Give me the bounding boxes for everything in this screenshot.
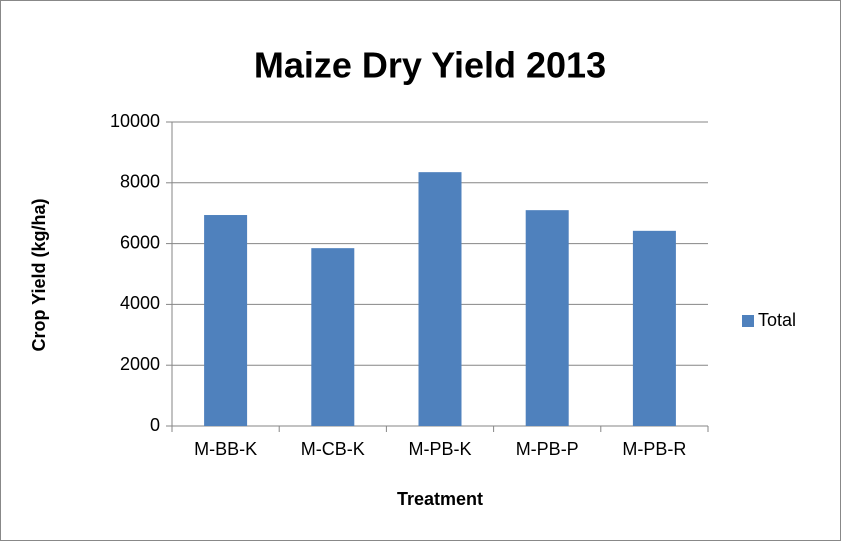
- chart-title: Maize Dry Yield 2013: [254, 45, 606, 86]
- legend-swatch: [742, 315, 754, 327]
- legend-label: Total: [758, 310, 796, 330]
- x-axis-label: Treatment: [397, 489, 483, 509]
- bar: [204, 215, 248, 426]
- bar: [311, 248, 355, 426]
- bar: [418, 172, 462, 426]
- y-axis-label: Crop Yield (kg/ha): [29, 198, 49, 351]
- x-tick-label: M-BB-K: [194, 439, 257, 459]
- y-tick-label: 2000: [120, 354, 160, 374]
- y-tick-label: 0: [150, 415, 160, 435]
- y-tick-label: 8000: [120, 172, 160, 192]
- bar: [525, 210, 569, 426]
- y-tick-label: 6000: [120, 232, 160, 252]
- y-tick-label: 4000: [120, 293, 160, 313]
- x-tick-label: M-PB-K: [409, 439, 472, 459]
- y-tick-label: 10000: [110, 111, 160, 131]
- x-tick-label: M-PB-P: [516, 439, 579, 459]
- x-tick-label: M-PB-R: [622, 439, 686, 459]
- x-tick-label: M-CB-K: [301, 439, 365, 459]
- bar: [632, 230, 676, 426]
